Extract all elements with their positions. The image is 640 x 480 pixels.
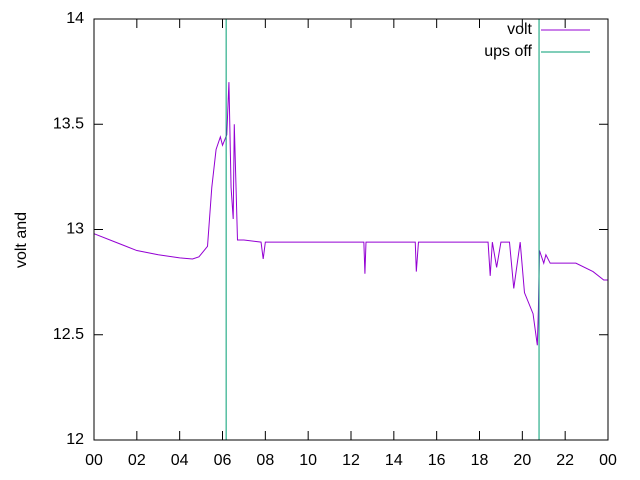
y-tick-label: 13 — [66, 221, 84, 238]
x-tick-label: 12 — [342, 452, 360, 469]
x-tick-label: 00 — [599, 452, 617, 469]
x-tick-label: 02 — [128, 452, 146, 469]
legend-label: ups off — [484, 43, 532, 60]
x-tick-label: 10 — [299, 452, 317, 469]
x-tick-label: 22 — [556, 452, 574, 469]
x-tick-label: 04 — [171, 452, 189, 469]
x-tick-label: 16 — [428, 452, 446, 469]
x-tick-label: 18 — [471, 452, 489, 469]
plot-border — [93, 18, 609, 441]
y-axis-label: volt and — [13, 212, 30, 268]
legend-label: volt — [507, 21, 532, 38]
x-tick-label: 00 — [85, 452, 103, 469]
x-tick-label: 06 — [214, 452, 232, 469]
x-tick-label: 20 — [513, 452, 531, 469]
y-tick-label: 14 — [66, 10, 84, 27]
y-tick-label: 12.5 — [53, 326, 84, 343]
y-tick-label: 13.5 — [53, 115, 84, 132]
x-tick-label: 14 — [385, 452, 403, 469]
x-tick-label: 08 — [256, 452, 274, 469]
y-tick-label: 12 — [66, 431, 84, 448]
